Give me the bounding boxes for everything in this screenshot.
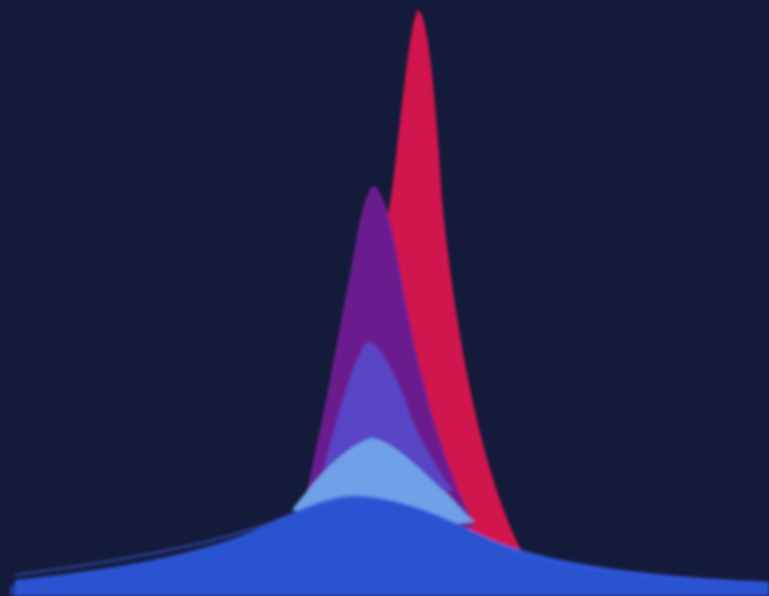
peaks xyxy=(10,10,769,596)
blue-outline xyxy=(14,494,769,584)
blue-broad xyxy=(15,497,769,596)
